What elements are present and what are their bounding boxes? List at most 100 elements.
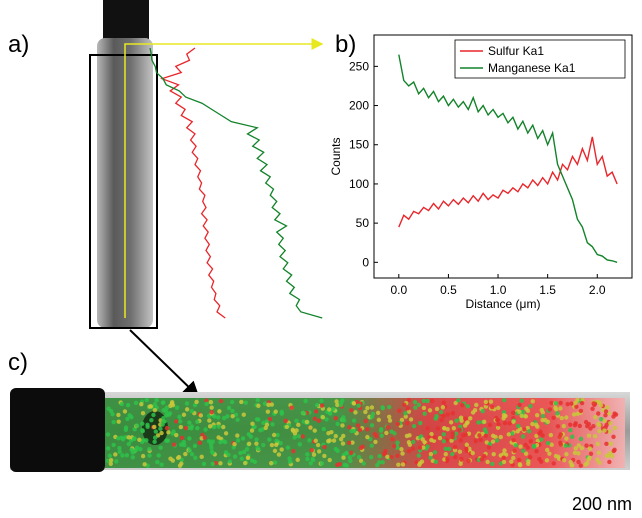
eds-dot <box>356 455 362 460</box>
panel-label: b) <box>335 31 356 58</box>
eds-dot <box>140 421 145 426</box>
eds-dot <box>583 419 589 425</box>
eds-dot <box>124 452 130 458</box>
eds-dot <box>265 409 271 414</box>
eds-dot <box>226 405 232 411</box>
eds-dot <box>189 452 195 457</box>
eds-dot <box>246 441 252 447</box>
eds-dot <box>181 412 187 417</box>
y-axis-label: Counts <box>329 137 343 175</box>
y-tick-label: 250 <box>349 59 369 73</box>
eds-dot <box>608 420 613 426</box>
eds-dot <box>607 459 612 465</box>
eds-dot <box>303 398 308 404</box>
eds-dot <box>152 424 157 430</box>
eds-dot <box>309 448 314 453</box>
eds-dot <box>278 440 283 446</box>
eds-dot <box>607 429 612 434</box>
eds-dot <box>378 428 384 433</box>
eds-dot <box>584 443 589 448</box>
eds-dot <box>564 415 569 420</box>
eds-dot <box>334 399 339 404</box>
eds-dot <box>241 449 247 455</box>
profile-line <box>160 47 226 319</box>
eds-dot <box>279 447 284 452</box>
legend-label: Manganese Ka1 <box>488 61 576 75</box>
eds-dot <box>331 438 337 443</box>
eds-dot <box>195 419 200 424</box>
eds-dot <box>178 424 184 430</box>
eds-dot <box>235 417 240 422</box>
eds-dot <box>406 397 412 403</box>
eds-dot <box>558 432 563 437</box>
x-tick-label: 0.0 <box>390 283 407 297</box>
legend-label: Sulfur Ka1 <box>488 44 544 58</box>
eds-dot <box>120 453 125 458</box>
eds-dot <box>203 427 208 432</box>
eds-dot <box>156 453 161 458</box>
eds-dot <box>119 401 124 407</box>
eds-dot <box>233 412 239 417</box>
eds-dot <box>417 462 422 467</box>
eds-dot <box>599 416 604 422</box>
eds-dot <box>596 450 602 456</box>
eds-dot <box>105 432 111 437</box>
eds-dot <box>333 415 338 421</box>
eds-dot <box>254 441 259 446</box>
eds-dot <box>454 418 459 423</box>
eds-dot <box>184 407 190 412</box>
eds-dot <box>295 457 300 463</box>
eds-dot <box>357 427 363 433</box>
eds-dot <box>192 443 198 449</box>
eds-dot <box>117 445 122 451</box>
eds-dot <box>534 422 539 427</box>
eds-dot <box>482 453 487 459</box>
eds-dot <box>597 400 602 405</box>
eds-dot <box>441 413 446 419</box>
eds-dot <box>511 455 516 461</box>
eds-dot <box>349 450 354 455</box>
eds-dot <box>125 403 131 408</box>
eds-dot <box>130 455 136 460</box>
eds-dot <box>208 399 214 405</box>
eds-dot <box>502 397 507 403</box>
eds-dot <box>107 453 113 458</box>
eds-dot <box>545 447 550 453</box>
eds-dot <box>149 417 154 423</box>
eds-dot <box>139 402 144 407</box>
eds-dot <box>453 431 459 436</box>
tem-image-a <box>89 0 324 329</box>
eds-dot <box>369 423 375 428</box>
eds-dot <box>374 433 379 439</box>
eds-dot <box>294 418 299 424</box>
eds-dot <box>387 418 393 423</box>
eds-dot <box>520 448 526 453</box>
eds-dot <box>147 453 152 458</box>
eds-dot <box>169 399 175 405</box>
eds-dot <box>218 461 223 466</box>
eds-dot <box>221 424 226 430</box>
eds-dot <box>404 433 410 439</box>
eds-dot <box>494 438 500 443</box>
eds-dot <box>561 423 566 429</box>
eds-dot <box>507 421 512 426</box>
eds-dot <box>525 445 531 450</box>
eds-dot <box>403 411 408 416</box>
eds-dot <box>207 424 213 429</box>
eds-dot <box>307 438 312 443</box>
eds-dot <box>592 433 598 439</box>
eds-dot <box>435 426 441 431</box>
eds-dot <box>300 410 306 416</box>
eds-dot <box>179 442 184 447</box>
eds-dot <box>159 430 164 436</box>
eds-dot <box>445 412 451 417</box>
eds-dot <box>534 448 539 454</box>
eds-dot <box>418 420 423 426</box>
eds-dot <box>482 419 487 425</box>
eds-dot <box>170 431 175 436</box>
eds-dot <box>602 418 607 424</box>
eds-dot <box>179 435 185 440</box>
eds-dot <box>153 429 159 434</box>
eds-dot <box>223 431 229 436</box>
eds-dot <box>310 456 315 462</box>
